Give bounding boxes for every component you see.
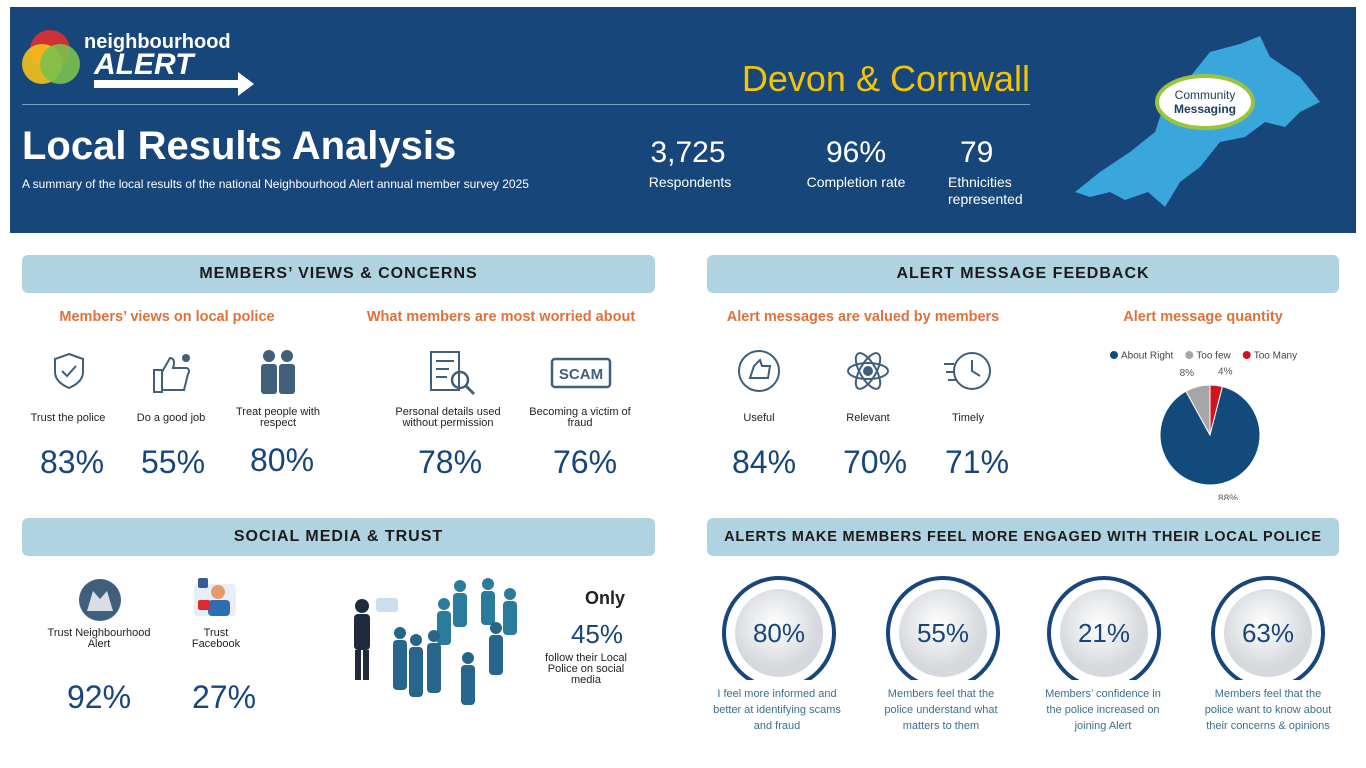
legend-label: About Right — [1121, 351, 1173, 362]
icon-trust — [54, 352, 84, 390]
icon-useful — [738, 350, 780, 392]
badge-text: Messaging — [1174, 102, 1236, 116]
stat-value: 3,725 — [650, 136, 726, 169]
divider — [22, 104, 1030, 105]
engaged-rings — [722, 576, 1325, 680]
legend-swatch — [1110, 351, 1118, 359]
legend-swatch — [1185, 351, 1194, 359]
pie-chart: About Right Too few Too Many 4% 88% 8% — [1110, 351, 1297, 500]
item-value: 80% — [249, 442, 315, 478]
engaged-label: Members feel that the police want to kno… — [1204, 688, 1332, 732]
pie-value-label: 88% — [1218, 493, 1238, 500]
item-value: 84% — [731, 444, 797, 480]
item-label: Relevant — [846, 412, 890, 424]
item-value: 55% — [140, 444, 206, 480]
item-value: 76% — [552, 444, 618, 480]
legend-label: Too few — [1196, 351, 1231, 362]
item-value: 71% — [944, 444, 1010, 480]
follow-value: 45% — [570, 619, 624, 649]
item-label: Trust Neighbourhood Alert — [47, 627, 151, 650]
item-label: Personal details used without permission — [395, 406, 501, 429]
engaged-label: Members’ confidence in the police increa… — [1045, 688, 1161, 732]
badge-text: Community — [1175, 88, 1236, 102]
logo: neighbourhood ALERT — [22, 30, 254, 96]
icon-scam: SCAM — [550, 357, 612, 389]
stat-value: 96% — [825, 136, 887, 169]
section-heading: SOCIAL MEDIA & TRUST — [22, 518, 655, 556]
subheading: Members’ views on local police — [59, 309, 275, 325]
engaged-value: 21% — [1077, 618, 1131, 648]
subheading: What members are most worried about — [366, 309, 636, 325]
pie-value-label: 8% — [1180, 368, 1195, 379]
item-value: 27% — [191, 679, 257, 715]
engaged-label: Members feel that the police understand … — [884, 688, 998, 732]
item-value: 70% — [842, 444, 908, 480]
icon-timely — [944, 352, 991, 390]
engaged-value: 55% — [916, 618, 970, 648]
icon-people — [261, 350, 295, 394]
item-value: 78% — [417, 444, 483, 480]
pie-value-label: 4% — [1218, 367, 1233, 378]
item-label: Treat people with respect — [236, 406, 320, 429]
crowd-illustration — [354, 578, 517, 705]
subheading: Alert messages are valued by members — [726, 309, 1000, 325]
pie-slice — [1159, 385, 1261, 486]
legend-swatch — [1242, 351, 1251, 359]
icon-hands — [79, 579, 121, 621]
legend-label: Too Many — [1254, 351, 1297, 362]
section-heading: ALERTS MAKE MEMBERS FEEL MORE ENGAGED WI… — [707, 518, 1339, 556]
title: Local Results Analysis — [22, 124, 457, 168]
section-heading: MEMBERS’ VIEWS & CONCERNS — [22, 255, 655, 293]
icon-thumb — [153, 354, 191, 393]
icon-facebook — [194, 578, 236, 616]
item-value: 92% — [66, 679, 132, 715]
follow-text: follow their Local Police on social medi… — [545, 652, 627, 686]
engaged-value: 63% — [1241, 618, 1295, 648]
stat-label: Ethnicities represented — [948, 174, 1023, 207]
region: Devon & Cornwall — [741, 58, 1030, 99]
pie-slice — [1185, 384, 1211, 436]
stat-label: Respondents — [648, 174, 732, 190]
subheading: Alert message quantity — [1123, 309, 1283, 325]
icon-documents — [430, 351, 476, 396]
item-label: Useful — [743, 412, 775, 424]
item-label: Becoming a victim of fraud — [529, 406, 631, 429]
only-text: Only — [584, 588, 626, 608]
logo-bottom: ALERT — [93, 48, 196, 81]
logo-top: neighbourhood — [84, 31, 231, 53]
item-label: Do a good job — [136, 412, 206, 424]
stat-label: Completion rate — [806, 174, 906, 190]
engaged-value: 80% — [752, 618, 806, 648]
icon-relevant — [847, 352, 889, 390]
scam-text: SCAM — [559, 366, 603, 383]
subtitle: A summary of the local results of the na… — [22, 177, 529, 191]
item-label: Timely — [952, 412, 984, 424]
stat-value: 79 — [960, 136, 994, 169]
item-label: Trust the police — [30, 412, 106, 424]
item-label: Trust Facebook — [191, 627, 241, 650]
section-heading: ALERT MESSAGE FEEDBACK — [707, 255, 1339, 293]
item-value: 83% — [39, 444, 105, 480]
engaged-label: I feel more informed and better at ident… — [713, 688, 841, 732]
region-map: Community Messaging — [1075, 36, 1320, 207]
